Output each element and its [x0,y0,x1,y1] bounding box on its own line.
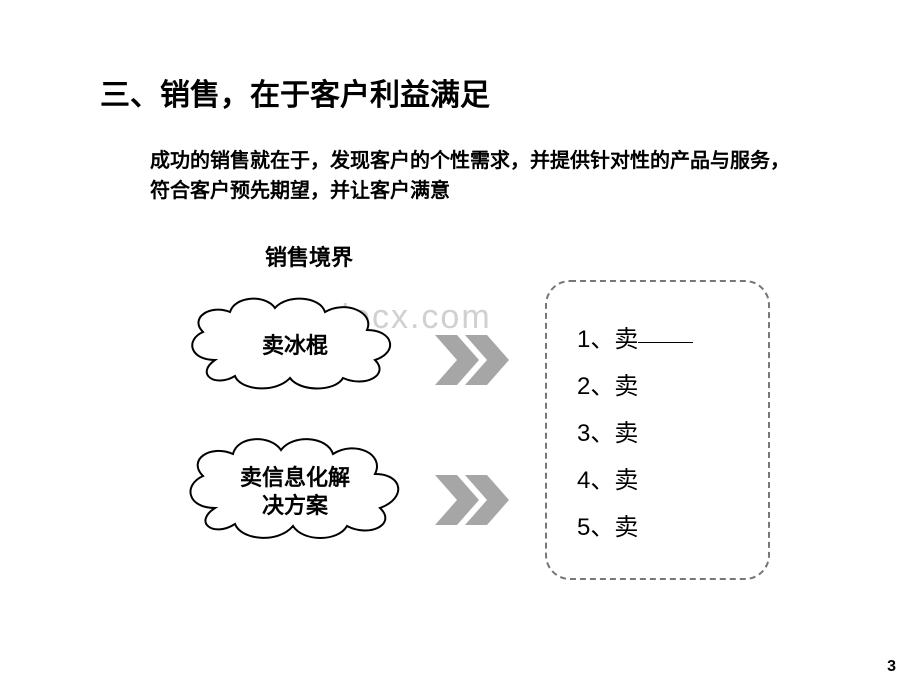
subtitle-text: 成功的销售就在于，发现客户的个性需求，并提供针对性的产品与服务，符合客户预先期望… [150,146,790,206]
list-item-3: 3、卖 [577,413,738,448]
blank-underline [638,342,693,343]
dashed-list-box: 1、卖 2、卖 3、卖 4、卖 5、卖 [545,280,770,580]
page-title: 三、销售，在于客户利益满足 [100,70,490,114]
cloud-2: 卖信息化解 决方案 [175,430,415,540]
cloud-1-label: 卖冰棍 [175,332,415,360]
cloud-2-label: 卖信息化解 决方案 [175,464,415,519]
list-item-2: 2、卖 [577,366,738,401]
page-number: 3 [887,658,896,676]
section-label: 销售境界 [265,240,353,272]
list-item-5: 5、卖 [577,507,738,542]
cloud-1: 卖冰棍 [175,290,415,390]
arrow-1-icon [435,335,525,390]
arrow-2-icon [435,475,525,530]
list-item-4: 4、卖 [577,460,738,495]
list-item-1: 1、卖 [577,319,738,354]
